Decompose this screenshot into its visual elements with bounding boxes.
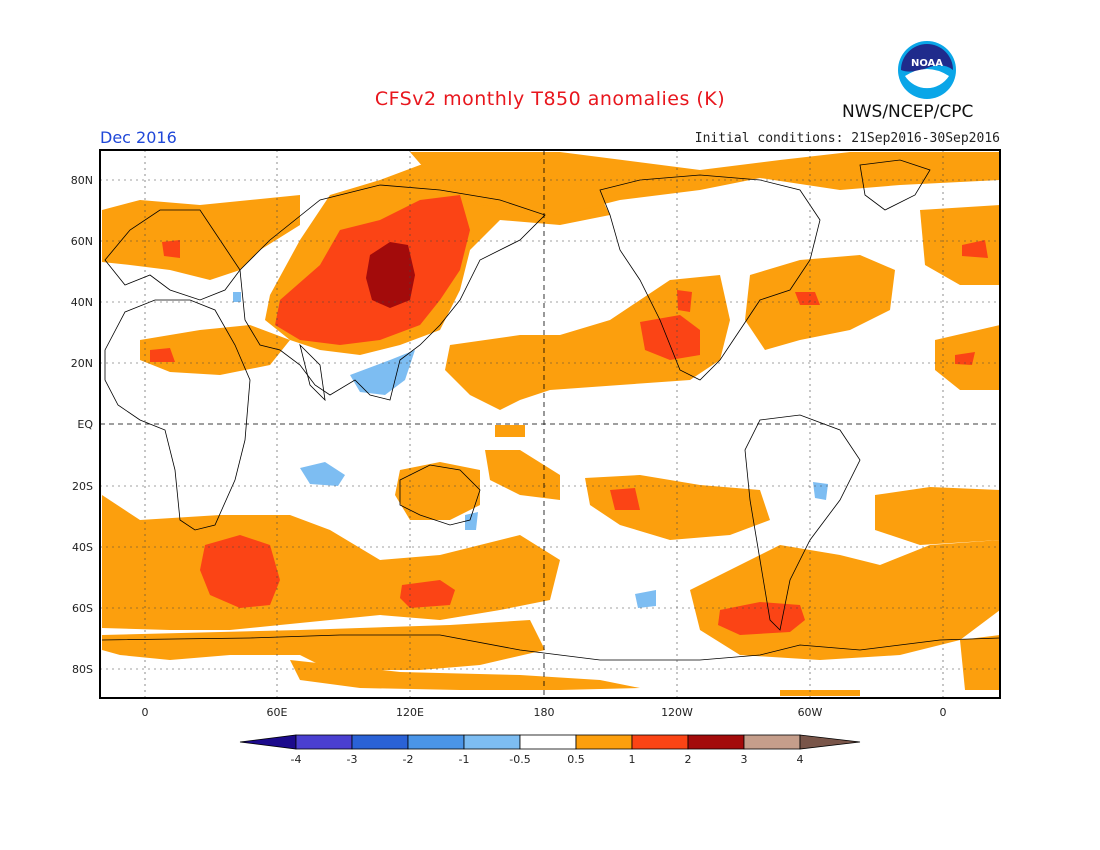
anomaly-region [102,620,545,670]
anomaly-region [465,512,478,530]
coastline-greenland [859,159,931,211]
colorbar-swatch [295,734,353,750]
lat-labels: 80N 60N 40N 20N EQ 20S 40S 60S 80S [71,174,94,676]
graticule [100,150,1000,698]
coastline-asia [239,184,546,401]
colorbar-label: -1 [459,753,470,766]
coastlines [101,159,1001,661]
lat-label: 40S [72,541,93,554]
coastline-australia [399,464,481,526]
map-title: CFSv2 monthly T850 anomalies (K) [374,88,726,110]
lon-label: 60E [267,706,288,719]
anomaly-region [445,275,730,410]
anomaly-region [780,690,860,696]
anomaly-region [962,240,988,258]
coastline-south-america [744,414,861,631]
coastline-antarctica [101,634,1001,661]
initial-conditions: Initial conditions: 21Sep2016-30Sep2016 [694,131,1000,146]
anomaly-region [875,487,1000,545]
lon-label: 60W [798,706,823,719]
colorbar-swatch [743,734,801,750]
colorbar-arrow-high [799,734,861,750]
colorbar-label: 4 [797,753,804,766]
anomaly-region [233,292,241,302]
anomaly-region [745,255,895,350]
colorbar-label: 1 [629,753,636,766]
colorbar-arrow-low [239,734,297,750]
lon-labels: 0 60E 120E 180 120W 60W 0 [142,706,947,719]
anomaly-region [585,475,770,540]
colorbar-label: 0.5 [567,753,585,766]
anomaly-region [290,660,640,690]
anomaly-region [485,450,560,500]
equator-dateline [100,150,1000,698]
lon-label: 120E [396,706,424,719]
anomaly-region [718,602,805,635]
lat-label: 60S [72,602,93,615]
colorbar-swatch [575,734,633,750]
map-frame [99,149,1001,699]
lat-label: 20N [71,357,93,370]
colorbar-label: 2 [685,753,692,766]
coastline-north-america [599,174,821,381]
coastline-africa [104,299,251,531]
lon-label: 0 [142,706,149,719]
lat-label: 40N [71,296,93,309]
colorbar-label: -2 [403,753,414,766]
anomaly-region [960,635,1000,690]
lat-label: 20S [72,480,93,493]
anomaly-region [955,352,975,365]
anomaly-region [610,488,640,510]
anomaly-region [495,425,525,437]
anomaly-region [795,292,820,305]
anomaly-region [102,495,560,630]
anomaly-region [635,590,656,608]
forecast-month: Dec 2016 [100,128,177,147]
agency-label: NWS/NCEP/CPC [842,102,974,122]
noaa-logo: NOAA [898,41,956,99]
anomaly-region [162,240,180,258]
colorbar-label: -4 [291,753,302,766]
lat-label: 80S [72,663,93,676]
coastline-india [299,343,326,402]
anomaly-region [690,540,1000,660]
lon-label: 0 [940,706,947,719]
anomaly-region [813,482,828,500]
colorbar-swatch [351,734,409,750]
anomaly-region [400,580,455,608]
anomaly-region [140,325,290,375]
colorbar-label: 3 [741,753,748,766]
anomaly-region [366,242,415,308]
anomaly-region [102,195,300,280]
anomaly-region [677,290,692,312]
anomaly-region [150,348,175,362]
lat-label: 80N [71,174,93,187]
anomaly-region [640,315,700,360]
anomaly-shading [102,152,1000,696]
anomaly-region [350,350,415,395]
lat-label: EQ [77,418,93,431]
colorbar-label: -0.5 [509,753,530,766]
noaa-logo-text: NOAA [911,58,943,69]
anomaly-region [300,462,345,486]
coastline-europe [104,209,241,301]
colorbar-swatch [519,734,577,750]
colorbar-label: -3 [347,753,358,766]
anomaly-region [410,152,1000,215]
anomaly-region [395,462,480,520]
colorbar: -4 -3 -2 -1 -0.5 0.5 1 2 3 4 [239,734,861,766]
colorbar-swatch [463,734,521,750]
anomaly-region [920,205,1000,285]
lat-label: 60N [71,235,93,248]
colorbar-swatch [407,734,465,750]
lon-label: 120W [661,706,693,719]
colorbar-swatch [687,734,745,750]
lon-label: 180 [534,706,555,719]
anomaly-region [200,535,280,608]
colorbar-swatch [631,734,689,750]
